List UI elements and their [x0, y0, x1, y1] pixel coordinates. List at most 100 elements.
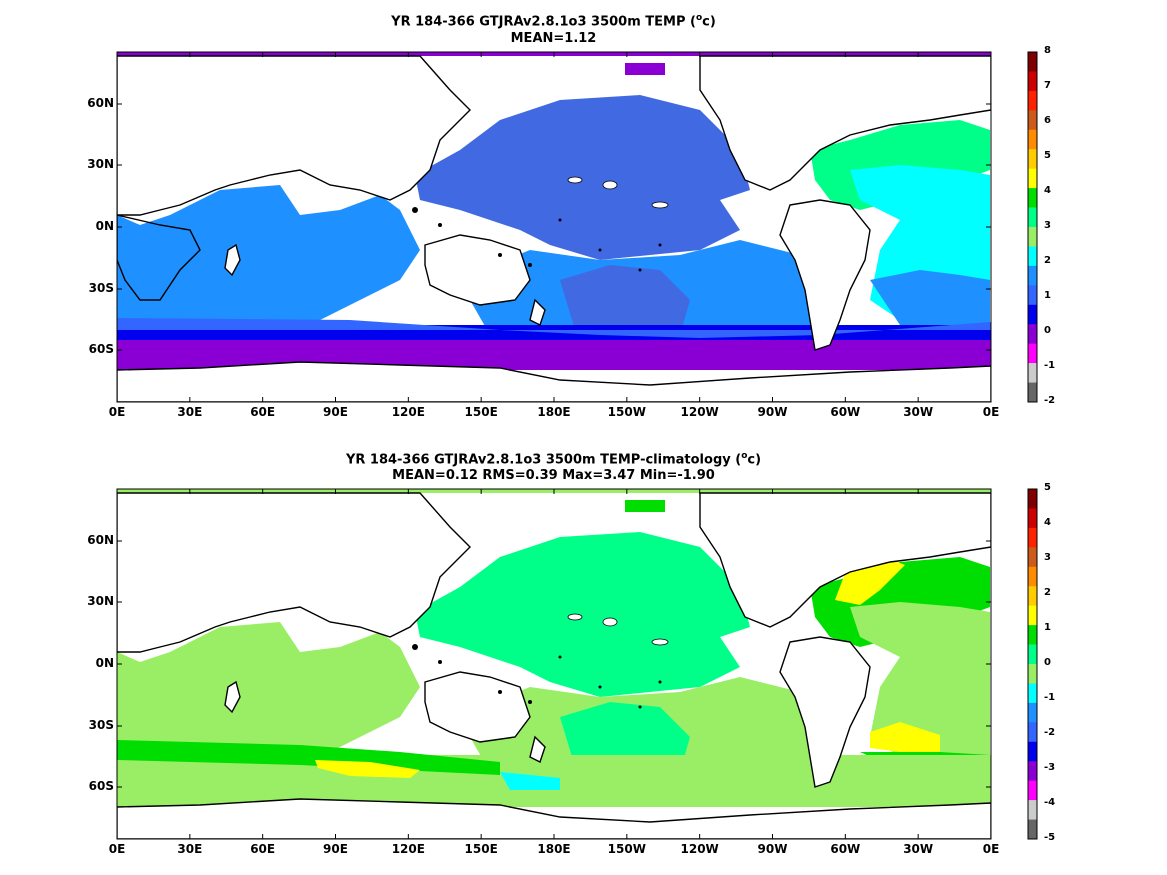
panel1-lon-tick-label: 30E	[177, 405, 203, 419]
colorbar-swatch	[1028, 547, 1037, 568]
colorbar-swatch	[1028, 683, 1037, 704]
colorbar-swatch	[1028, 586, 1037, 606]
panel1-colorbar-tick-label: -1	[1044, 360, 1056, 371]
panel2-colorbar-tick-label: -1	[1044, 692, 1056, 703]
panel1-lon-tick-label: 90E	[323, 405, 348, 419]
panel1-lon-tick-label: 150E	[464, 405, 498, 419]
panel2-colorbar-tick-label: 4	[1044, 517, 1051, 528]
panel1-lat-tick-label: 60N	[87, 96, 114, 110]
panel1-colorbar-tick-label: 4	[1044, 185, 1051, 196]
colorbar-swatch	[1028, 761, 1037, 781]
panel2-lat-tick-label: 0N	[95, 656, 114, 670]
panel1-colorbar-tick-label: 3	[1044, 220, 1051, 231]
panel1-lat-tick-label: 30S	[88, 281, 114, 295]
colorbar-swatch	[1028, 702, 1037, 723]
panel1-lon-tick-label: 120E	[391, 405, 425, 419]
panel1-lon-tick-label: 0E	[982, 405, 1000, 419]
panel2-lon-tick-label: 30E	[177, 842, 203, 856]
colorbar-swatch	[1028, 90, 1037, 111]
panel1-colorbar-tick-label: -2	[1044, 395, 1056, 406]
colorbar-swatch	[1028, 363, 1037, 383]
panel1-subtitle: MEAN=1.12	[510, 31, 597, 46]
colorbar-swatch	[1028, 265, 1037, 286]
panel1-title-sup: o	[695, 13, 703, 23]
panel2-lon-tick-label: 150W	[607, 842, 646, 856]
panel1-colorbar-tick-label: 5	[1044, 150, 1051, 161]
panel2-title-tail: c)	[747, 452, 762, 468]
colorbar-swatch	[1028, 741, 1037, 762]
panel2-lon-tick-label: 60E	[250, 842, 276, 856]
colorbar-swatch	[1028, 304, 1037, 325]
colorbar-swatch	[1028, 285, 1037, 306]
panel2-map	[117, 489, 991, 839]
panel2-colorbar-tick-label: 1	[1044, 622, 1051, 633]
panel1-lon-tick-label: 60W	[830, 405, 861, 419]
panel2-lon-tick-label: 0E	[108, 842, 126, 856]
colorbar-swatch	[1028, 780, 1037, 801]
panel2-lon-tick-label: 180E	[537, 842, 571, 856]
panel2-lon-tick-label: 90E	[323, 842, 348, 856]
colorbar-swatch	[1028, 168, 1037, 189]
colorbar-swatch	[1028, 566, 1037, 587]
colorbar-swatch	[1028, 489, 1037, 509]
colorbar-swatch	[1028, 819, 1037, 840]
colorbar-swatch	[1028, 246, 1037, 267]
colorbar-swatch	[1028, 625, 1037, 645]
panel2-colorbar-tick-label: 3	[1044, 552, 1051, 563]
colorbar-swatch	[1028, 71, 1037, 92]
panel1-lon-tick-label: 180E	[537, 405, 571, 419]
panel1-lat-tick-label: 30N	[87, 157, 114, 171]
panel1-map	[117, 52, 991, 402]
panel2-lat-tick-label: 60N	[87, 533, 114, 547]
panel2-colorbar-tick-label: -5	[1044, 832, 1056, 843]
panel2-lon-tick-label: 0E	[982, 842, 1000, 856]
colorbar-swatch	[1028, 188, 1037, 208]
panel1-lat-tick-label: 60S	[88, 342, 114, 356]
panel1-colorbar-tick-label: 1	[1044, 290, 1051, 301]
panel2-lon-tick-label: 120E	[391, 842, 425, 856]
colorbar-swatch	[1028, 324, 1037, 344]
panel1-title-tail: c)	[702, 14, 716, 30]
panel2-colorbar-tick-label: 0	[1044, 657, 1051, 668]
panel2-colorbar-tick-label: 5	[1044, 482, 1051, 493]
panel2-title-text: YR 184-366 GTJRAv2.8.1o3 3500m TEMP-clim…	[345, 452, 742, 468]
panel2-colorbar	[1027, 488, 1038, 840]
panel2-lon-tick-label: 120W	[680, 842, 719, 856]
panel2-colorbar-tick-label: 2	[1044, 587, 1051, 598]
colorbar-swatch	[1028, 149, 1037, 169]
colorbar-frame	[1027, 51, 1038, 403]
axis-ticks	[116, 52, 992, 839]
panel1-lon-tick-label: 0E	[108, 405, 126, 419]
panel1-colorbar	[1027, 51, 1038, 403]
colorbar-swatch	[1028, 207, 1037, 228]
panel2-lat-tick-label: 30N	[87, 594, 114, 608]
panel1-colorbar-tick-label: 0	[1044, 325, 1051, 336]
panel2-lat-tick-label: 30S	[88, 718, 114, 732]
colorbar-swatch	[1028, 343, 1037, 364]
colorbar-swatch	[1028, 52, 1037, 72]
panel1-lon-tick-label: 90W	[757, 405, 788, 419]
colorbar-swatch	[1028, 800, 1037, 820]
colorbar-swatch	[1028, 527, 1037, 548]
panel2-lon-tick-label: 30W	[903, 842, 934, 856]
colorbar-swatch	[1028, 110, 1037, 131]
panel2-lon-tick-label: 90W	[757, 842, 788, 856]
panel2-colorbar-tick-label: -3	[1044, 762, 1056, 773]
panel1-colorbar-tick-label: 8	[1044, 45, 1051, 56]
panel1-lat-tick-label: 0N	[95, 219, 114, 233]
panel1-title-text: YR 184-366 GTJRAv2.8.1o3 3500m TEMP (	[391, 14, 696, 30]
colorbar-swatch	[1028, 129, 1037, 150]
colorbar-frame	[1027, 488, 1038, 840]
colorbar-swatch	[1028, 722, 1037, 743]
panel1-lon-tick-label: 120W	[680, 405, 719, 419]
panel2-colorbar-tick-label: -2	[1044, 727, 1056, 738]
colorbar-swatch	[1028, 605, 1037, 626]
panel2-lon-tick-label: 60W	[830, 842, 861, 856]
panel2-title: YR 184-366 GTJRAv2.8.1o3 3500m TEMP-clim…	[115, 448, 992, 468]
panel1-lon-tick-label: 60E	[250, 405, 276, 419]
panel1-lon-tick-label: 30W	[903, 405, 934, 419]
colorbar-swatch	[1028, 508, 1037, 529]
panel2-subtitle: MEAN=0.12 RMS=0.39 Max=3.47 Min=-1.90	[392, 468, 715, 483]
colorbar-swatch	[1028, 664, 1037, 684]
panel2-lat-tick-label: 60S	[88, 779, 114, 793]
